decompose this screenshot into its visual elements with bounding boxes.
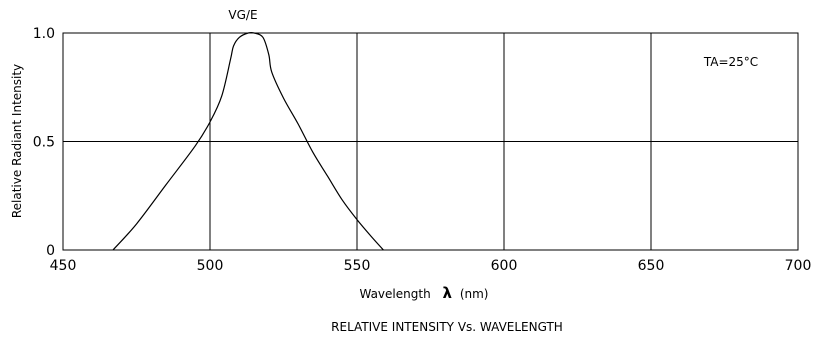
lambda-symbol: λ — [443, 284, 453, 302]
temperature-annotation: TA=25°C — [703, 55, 758, 69]
x-axis-label: Wavelength λ (nm) — [359, 284, 488, 302]
x-tick-label: 700 — [785, 258, 812, 274]
y-tick-label: 0 — [46, 243, 55, 259]
grid-lines — [63, 33, 798, 250]
intensity-curve — [112, 31, 384, 251]
chart-title: RELATIVE INTENSITY Vs. WAVELENGTH — [331, 320, 563, 334]
x-tick-label: 650 — [638, 258, 665, 274]
series-label: VG/E — [228, 8, 257, 22]
x-tick-label: 500 — [197, 258, 224, 274]
x-tick-label: 550 — [344, 258, 371, 274]
x-tick-label: 600 — [491, 258, 518, 274]
x-axis-unit: (nm) — [460, 287, 489, 301]
x-axis-label-text: Wavelength — [359, 287, 430, 301]
y-axis-label: Relative Radiant Intensity — [10, 64, 24, 218]
x-tick-label: 450 — [50, 258, 77, 274]
y-tick-label: 1.0 — [33, 26, 55, 42]
y-tick-label: 0.5 — [33, 135, 55, 151]
tick-labels: 450 500 550 600 650 700 0 0.5 1.0 — [33, 26, 812, 274]
